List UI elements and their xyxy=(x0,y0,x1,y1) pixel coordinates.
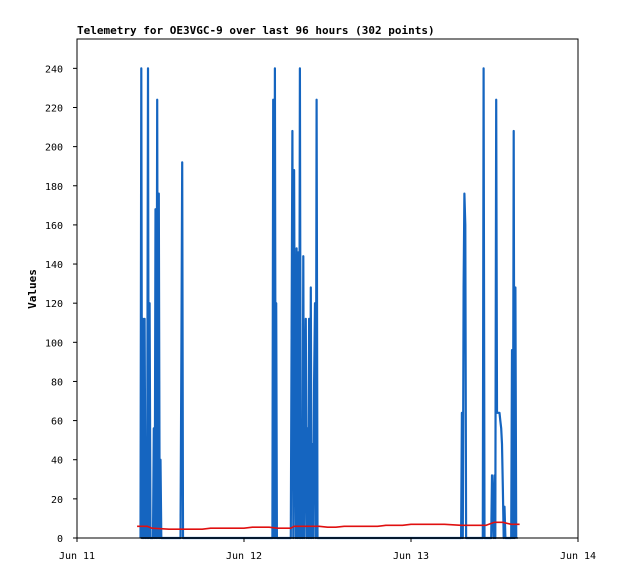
plot-frame xyxy=(76,38,579,539)
y-tick-label: 180 xyxy=(45,182,63,193)
x-tick-label: Jun 11 xyxy=(59,551,95,562)
y-tick-label: 60 xyxy=(51,417,63,428)
axes: 0 20 40 60 80 100 120 140 160 180 200 220 240 Jun 11 J… xyxy=(45,64,596,562)
y-tick-label: 80 xyxy=(51,377,63,388)
y-tick-label: 0 xyxy=(57,534,63,545)
y-tick-label: 120 xyxy=(45,299,63,310)
series-line-2 xyxy=(137,521,520,530)
chart-title: Telemetry for OE3VGC-9 over last 96 hour… xyxy=(77,24,435,37)
x-tick-label: Jun 13 xyxy=(393,551,429,562)
y-tick-label: 40 xyxy=(51,456,63,467)
y-tick-label: 240 xyxy=(45,64,63,75)
y-tick-label: 20 xyxy=(51,495,63,506)
x-tick-label: Jun 14 xyxy=(560,551,596,562)
y-axis-label: Values xyxy=(26,269,39,309)
y-tick-label: 220 xyxy=(45,103,63,114)
y-tick-label: 160 xyxy=(45,221,63,232)
y-tick-label: 100 xyxy=(45,338,63,349)
y-tick-label: 140 xyxy=(45,260,63,271)
plot-area xyxy=(137,67,520,540)
x-tick-label: Jun 12 xyxy=(226,551,262,562)
y-tick-label: 200 xyxy=(45,143,63,154)
series-line-1 xyxy=(139,67,518,540)
